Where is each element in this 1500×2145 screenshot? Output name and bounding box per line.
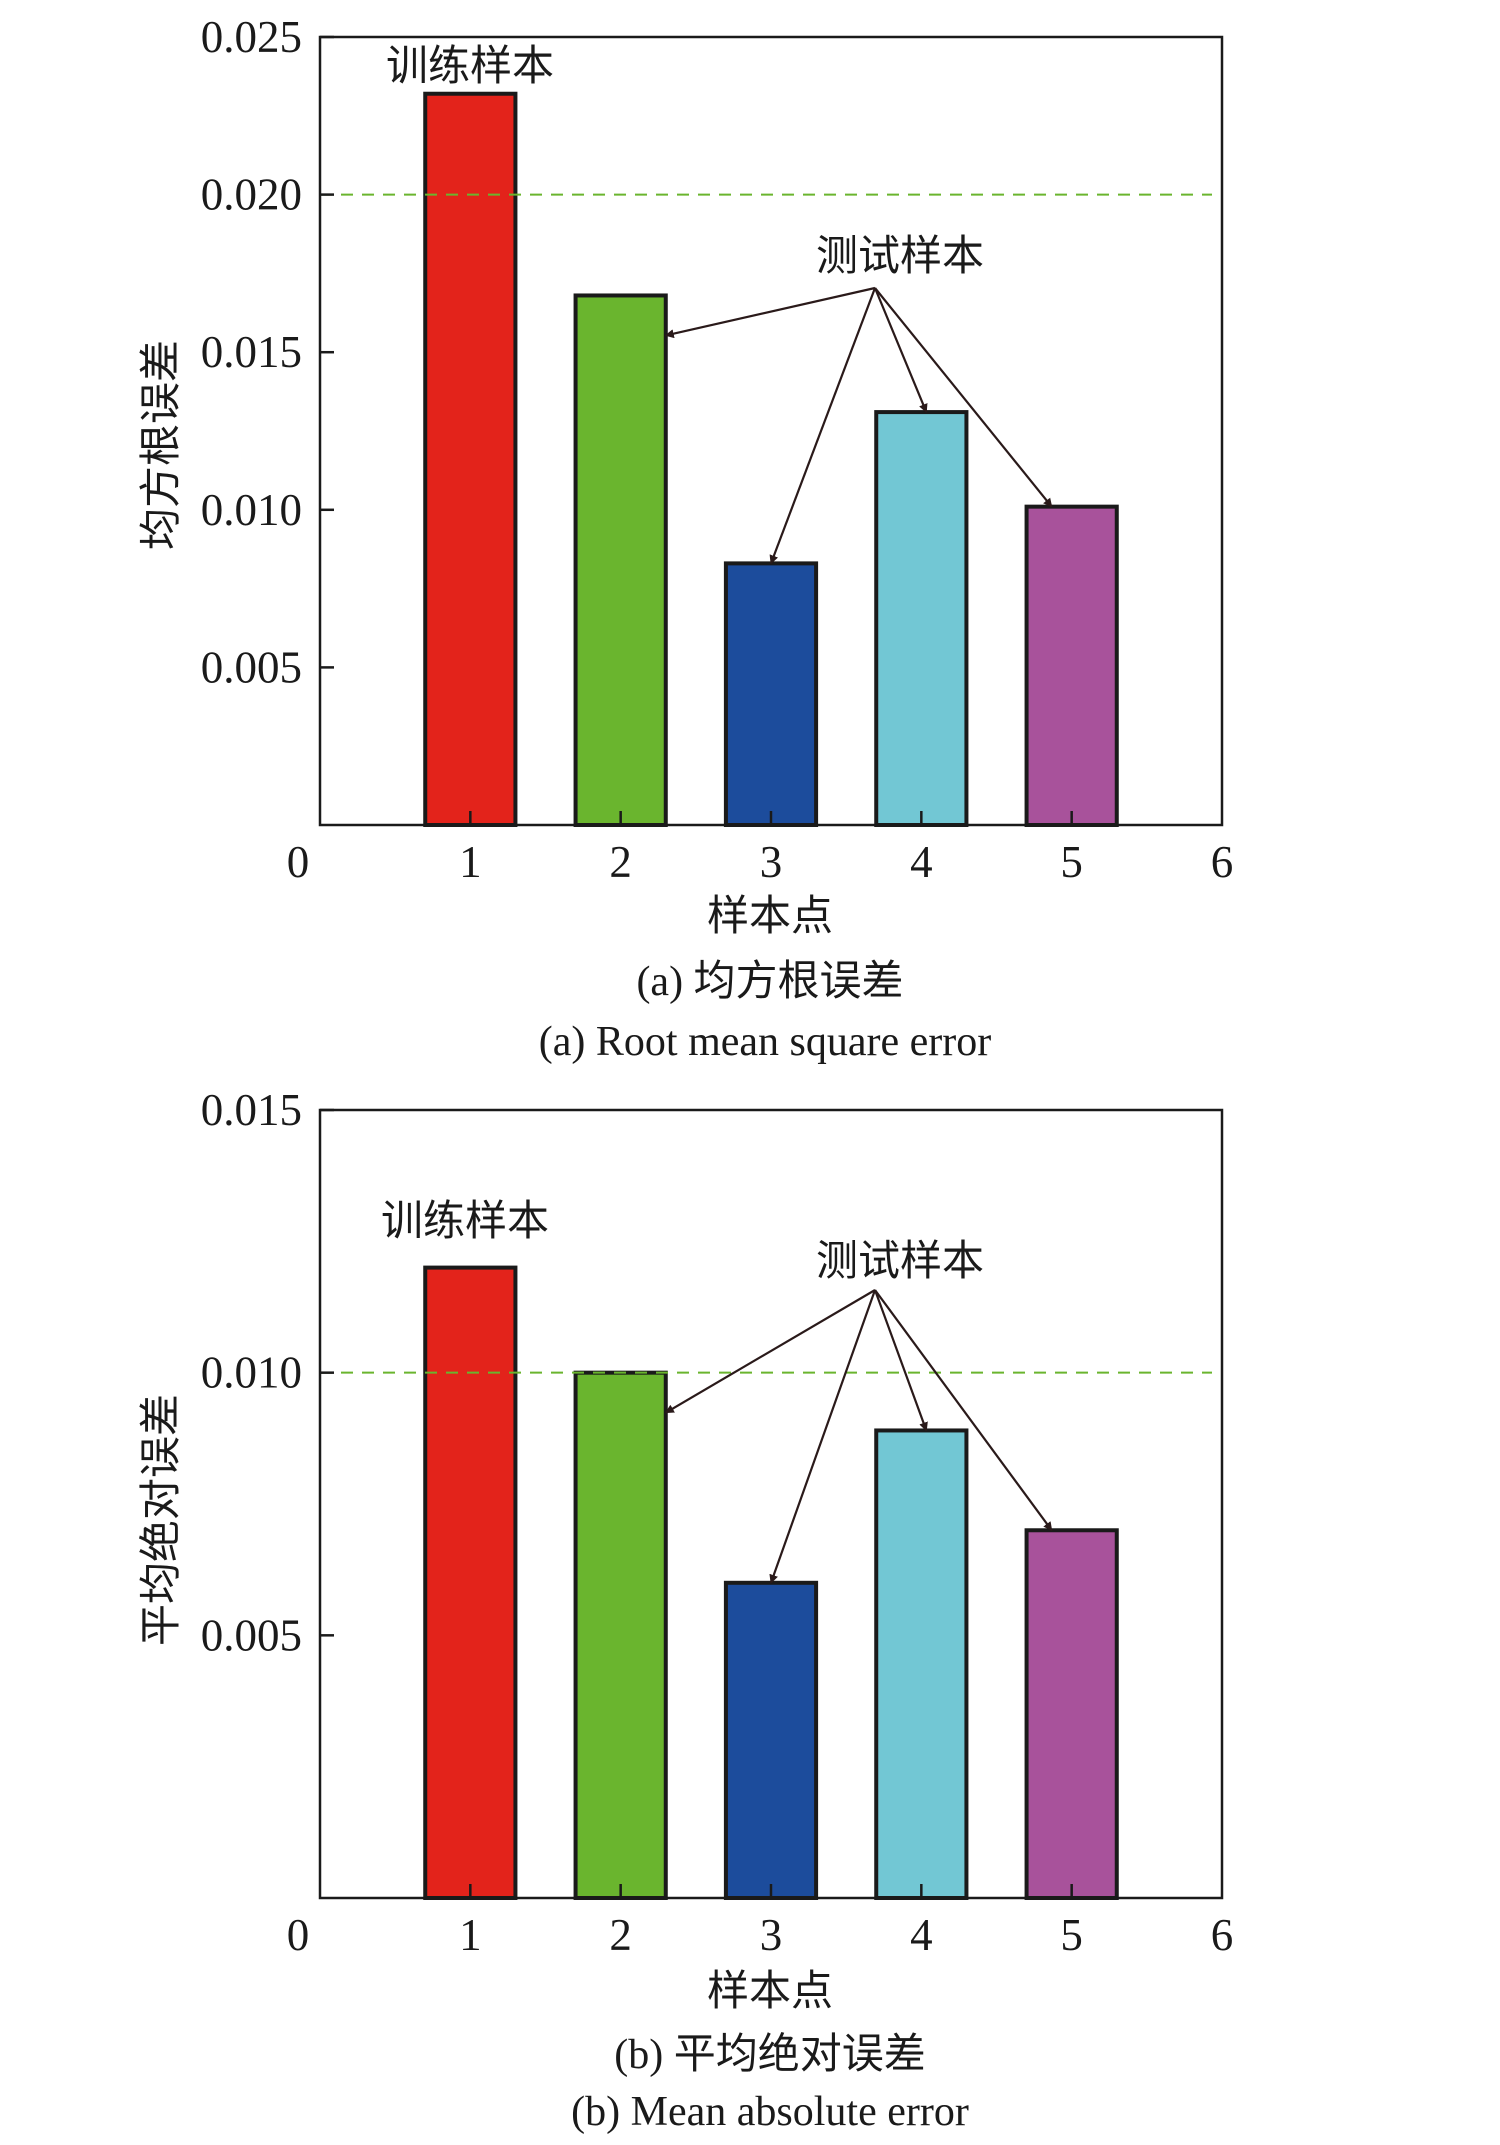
mae-x-tick-label: 4 [910,1910,933,1960]
rmse-y-tick-label: 0.015 [201,327,302,377]
rmse-x-tick-label: 1 [459,837,482,887]
rmse-caption-en: (a) Root mean square error [539,1019,991,1065]
mae-test-annotation: 测试样本 [816,1239,984,1285]
rmse-test-arrow-2 [664,286,876,339]
rmse-test-arrow-3 [769,287,877,565]
mae-x-tick-label: 0 [287,1910,310,1960]
mae-y-tick-label: 0.010 [201,1348,302,1398]
mae-chart: 0.005 0.010 0.015 0 1 2 3 4 5 6 训练样本 测试样本 样本点 平均… [138,1085,1233,2135]
mae-y-tick-label: 0.015 [201,1085,302,1135]
rmse-y-tick-label: 0.025 [201,12,302,62]
rmse-bar-2 [573,293,668,827]
mae-bar-4 [874,1428,969,1901]
rmse-x-tick-label: 4 [910,837,933,887]
rmse-y-ticks: 0.005 0.010 0.015 0.020 0.025 [201,12,334,692]
mae-test-arrow-3 [769,1289,877,1584]
rmse-caption-cn: (a) 均方根误差 [636,959,903,1005]
mae-y-axis-label: 平均绝对误差 [138,1394,185,1646]
rmse-test-arrow-5 [874,287,1053,508]
rmse-x-tick-label: 0 [287,837,310,887]
mae-bar-3 [723,1580,819,1901]
mae-bars [423,1265,1119,1901]
rmse-x-ticks: 0 1 2 3 4 5 6 [287,811,1234,887]
mae-bar-5 [1024,1528,1119,1901]
rmse-x-tick-label: 3 [760,837,783,887]
rmse-x-tick-label: 5 [1060,837,1083,887]
mae-x-ticks: 0 1 2 3 4 5 6 [287,1884,1234,1960]
rmse-test-arrow-4 [873,287,928,414]
rmse-y-tick-label: 0.005 [201,642,302,692]
mae-x-axis-label: 样本点 [707,1969,833,2015]
mae-x-tick-label: 3 [760,1910,783,1960]
rmse-y-tick-label: 0.010 [201,485,302,535]
rmse-test-arrows [664,286,1053,565]
rmse-chart: 0.005 0.010 0.015 0.020 0.025 0 1 2 3 4 5 6 训练样本 测… [139,12,1233,1065]
rmse-bar-1 [423,91,518,827]
mae-test-arrow-5 [874,1289,1053,1532]
rmse-bar-4 [874,410,969,827]
rmse-bar-3 [723,561,819,827]
rmse-y-axis-label: 均方根误差 [139,340,185,550]
mae-bar-2 [573,1370,668,1900]
rmse-x-tick-label: 6 [1211,837,1234,887]
mae-bar-1 [423,1265,518,1900]
mae-caption-cn: (b) 平均绝对误差 [614,2031,925,2078]
mae-test-arrow-4 [873,1289,928,1432]
mae-train-annotation: 训练样本 [381,1198,549,1245]
rmse-bar-5 [1024,504,1119,827]
rmse-train-annotation: 训练样本 [386,43,554,90]
rmse-y-tick-label: 0.020 [201,170,302,220]
mae-y-ticks: 0.005 0.010 0.015 [201,1085,334,1660]
mae-test-arrows [664,1289,1053,1584]
rmse-x-tick-label: 2 [609,837,632,887]
mae-x-tick-label: 2 [609,1910,632,1960]
mae-y-tick-label: 0.005 [201,1610,302,1660]
mae-x-tick-label: 1 [459,1910,482,1960]
mae-x-tick-label: 6 [1211,1910,1234,1960]
mae-caption-en: (b) Mean absolute error [571,2089,969,2135]
mae-test-arrow-2 [664,1289,876,1414]
rmse-x-axis-label: 样本点 [707,894,833,940]
mae-x-tick-label: 5 [1060,1910,1083,1960]
rmse-test-annotation: 测试样本 [816,234,984,280]
